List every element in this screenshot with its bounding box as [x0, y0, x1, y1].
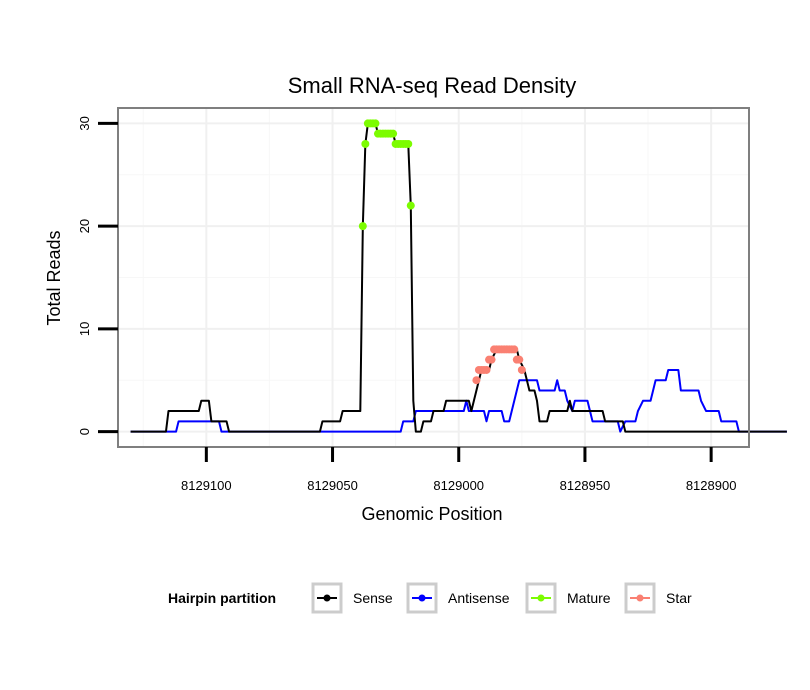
series-layer	[130, 122, 787, 433]
series-antisense-line	[130, 368, 787, 433]
legend-label-sense: Sense	[353, 590, 393, 606]
series-mature-point	[361, 139, 370, 148]
legend-item-antisense: Antisense	[406, 582, 510, 614]
series-mature-point	[404, 139, 413, 148]
series-mature-point	[371, 119, 380, 128]
grid-minor	[118, 108, 749, 447]
legend-title: Hairpin partition	[168, 590, 276, 606]
legend-key-point	[636, 594, 644, 602]
y-tick-label: 10	[77, 322, 92, 336]
chart-title: Small RNA-seq Read Density	[288, 73, 577, 98]
x-axis: 8129100 8129050 8129000 8128950 8128900	[181, 447, 736, 493]
series-star-point	[515, 355, 524, 364]
legend-key-point	[323, 594, 331, 602]
y-tick-label: 30	[77, 116, 92, 130]
series-star-point	[510, 345, 519, 354]
x-tick-label: 8128950	[560, 478, 611, 493]
legend-item-star: Star	[624, 582, 692, 614]
x-tick-label: 8128900	[686, 478, 737, 493]
legend-item-mature: Mature	[525, 582, 611, 614]
series-mature-point	[389, 129, 398, 138]
y-tick-label: 0	[77, 428, 92, 435]
legend: Hairpin partition Sense Antisense Mature St…	[168, 582, 692, 614]
legend-key-point	[418, 594, 426, 602]
y-axis-title: Total Reads	[44, 230, 64, 325]
legend-key-point	[537, 594, 545, 602]
series-star-point	[487, 355, 496, 364]
panel-border	[117, 107, 750, 448]
y-axis: 0 10 20 30	[77, 116, 118, 435]
x-axis-title: Genomic Position	[361, 504, 502, 524]
series-star-point	[482, 365, 491, 374]
legend-label-mature: Mature	[567, 590, 611, 606]
x-tick-label: 8129100	[181, 478, 232, 493]
series-sense-line	[130, 122, 787, 433]
panel-frame	[117, 107, 750, 448]
x-tick-label: 8129050	[307, 478, 358, 493]
legend-label-star: Star	[666, 590, 692, 606]
series-mature-point	[358, 222, 367, 231]
legend-item-sense: Sense	[311, 582, 393, 614]
series-star-point	[472, 376, 481, 385]
points-layer	[358, 119, 526, 385]
series-mature-point	[406, 201, 415, 210]
legend-label-antisense: Antisense	[448, 590, 510, 606]
y-tick-label: 20	[77, 219, 92, 233]
x-tick-label: 8129000	[433, 478, 484, 493]
series-star-point	[517, 365, 526, 374]
